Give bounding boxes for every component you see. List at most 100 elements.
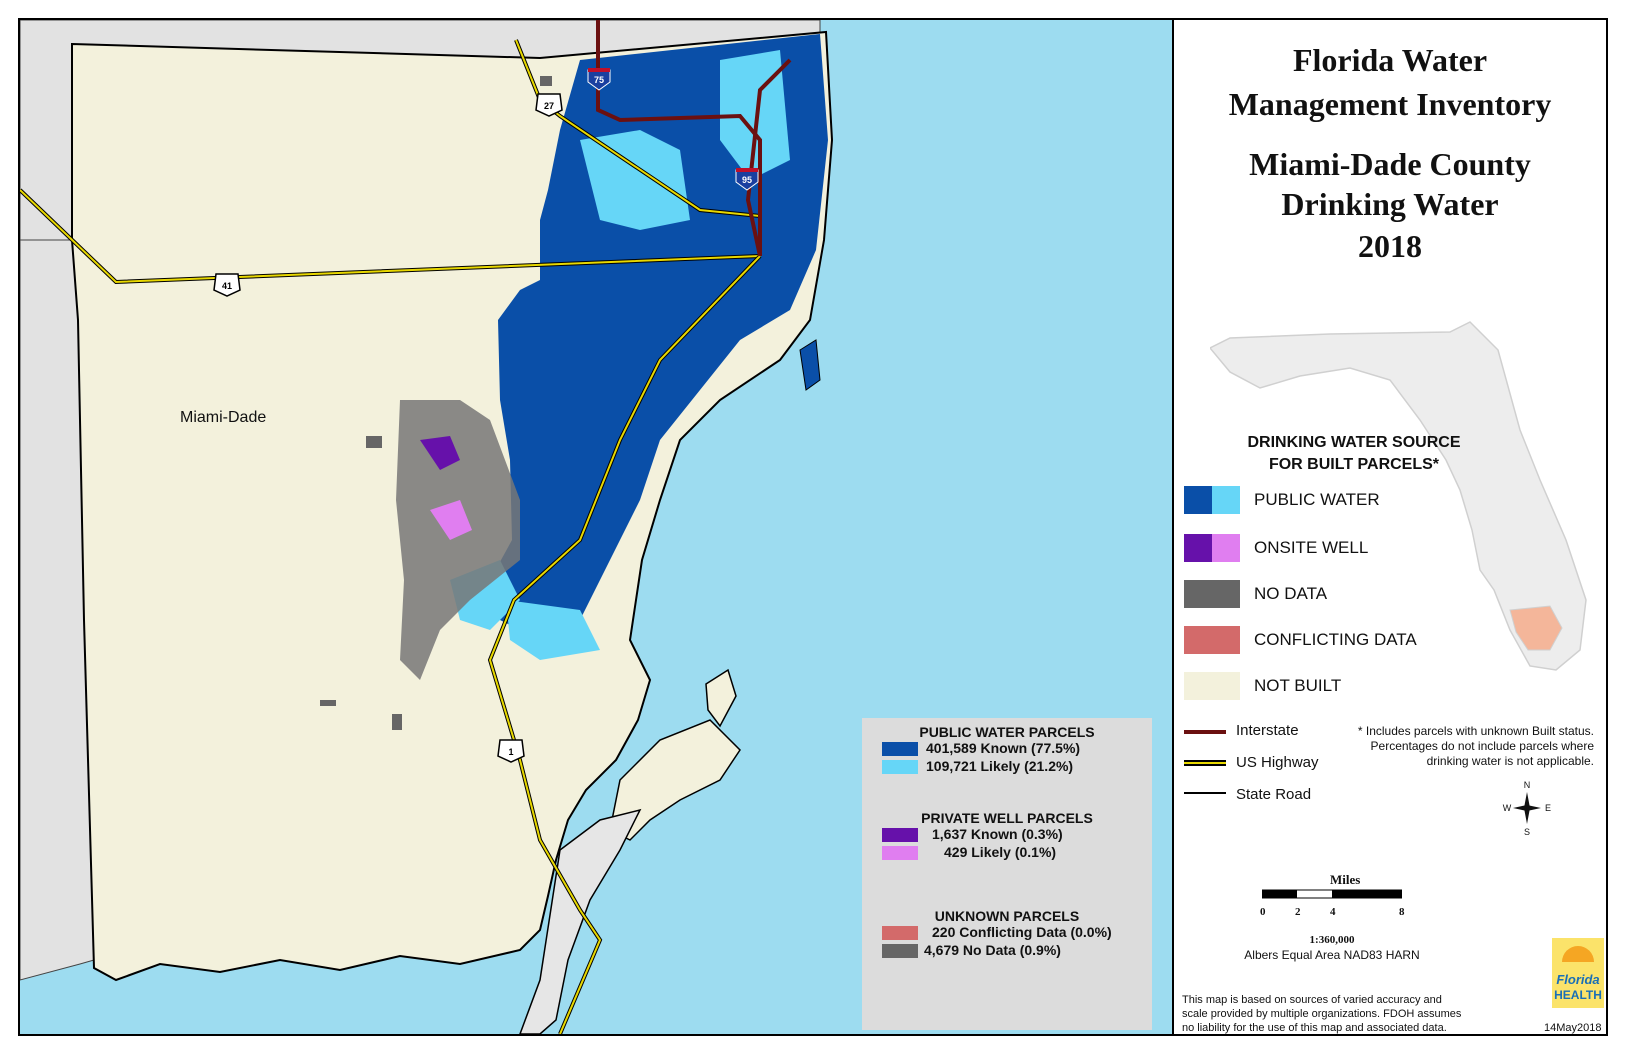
legend-not-built: NOT BUILT <box>1254 676 1342 695</box>
scale-title: Miles <box>1330 872 1361 887</box>
i75-interstate <box>596 20 762 256</box>
no-data-parcel <box>392 714 402 730</box>
us1-shield: 1 <box>497 739 525 763</box>
disclaimer-line-1: This map is based on sources of varied a… <box>1182 994 1442 1006</box>
us41-road <box>20 189 761 284</box>
onsite-well-known-area <box>420 436 460 470</box>
title-line-5: 2018 <box>1358 228 1422 264</box>
island-key-biscayne <box>799 339 821 391</box>
state-road-line-swatch <box>1184 792 1226 794</box>
miami-dade-highlight <box>1509 605 1563 651</box>
scale-tick-4: 4 <box>1330 906 1336 918</box>
county-label: Miami-Dade <box>180 409 266 426</box>
disclaimer-line-3: no liability for the use of this map and… <box>1182 1022 1447 1034</box>
unknown-parcels-heading: UNKNOWN PARCELS <box>934 908 1080 924</box>
legend-panel: Florida Water Management Inventory Miami… <box>1174 20 1606 1034</box>
us41-shield-label: 41 <box>222 281 232 291</box>
no-data-parcel <box>366 436 382 448</box>
map-frame <box>18 18 1608 1036</box>
us1-shield-label: 1 <box>508 747 513 757</box>
interstate-line-swatch <box>1184 730 1226 734</box>
florida-health-logo: Florida HEALTH <box>1552 938 1604 1008</box>
legend-heading-2: FOR BUILT PARCELS* <box>1268 456 1440 473</box>
public-water-likely-area-ne <box>720 50 790 180</box>
onsite-well-likely-area <box>430 500 472 540</box>
florida-state-shape <box>1210 321 1587 671</box>
north-arrow-icon: N S E W <box>1503 780 1551 837</box>
logo-text-2: HEALTH <box>1554 988 1602 1002</box>
map-date: 14May2018 <box>1544 1022 1602 1034</box>
not-built-swatch <box>1184 672 1240 700</box>
i75-shield: 75 <box>587 68 611 91</box>
us1-road <box>488 255 761 1034</box>
compass-w: W <box>1503 803 1512 813</box>
conflicting-count: 220 Conflicting Data (0.0%) <box>932 924 1112 940</box>
no-data-parcel <box>320 700 336 706</box>
onsite-well-likely-swatch <box>1212 534 1240 562</box>
parcel-summary-box: PUBLIC WATER PARCELS 401,589 Known (77.5… <box>862 718 1152 1030</box>
i95-shield-label: 95 <box>742 175 752 185</box>
no-data-area <box>396 400 520 680</box>
legend-state-road: State Road <box>1236 786 1312 803</box>
public-likely-count: 109,721 Likely (21.2%) <box>926 758 1074 774</box>
legend-public-water: PUBLIC WATER <box>1254 490 1380 509</box>
legend-interstate: Interstate <box>1236 722 1299 739</box>
conflicting-swatch <box>882 926 918 940</box>
logo-text-1: Florida <box>1556 972 1600 987</box>
legend-onsite-well: ONSITE WELL <box>1254 538 1369 557</box>
title-line-4: Drinking Water <box>1281 186 1499 222</box>
i95-shield: 95 <box>735 168 759 191</box>
footnote-line-2: Percentages do not include parcels where <box>1370 739 1594 753</box>
scale-ratio: 1:360,000 <box>1309 934 1355 946</box>
island-upper-keys <box>519 808 642 1034</box>
projection-text: Albers Equal Area NAD83 HARN <box>1244 948 1420 962</box>
map-area[interactable]: 75 95 27 41 1 Miami-Dade PUBLIC WATER PA… <box>20 20 1172 1034</box>
florida-locator-map <box>1210 321 1587 671</box>
island-elliott-key <box>705 668 737 728</box>
title-line-1: Florida Water <box>1292 42 1488 78</box>
scale-tick-8: 8 <box>1399 906 1405 918</box>
sun-icon <box>1562 946 1594 962</box>
public-water-likely-area-north <box>580 130 690 230</box>
scale-bar <box>1262 889 1402 899</box>
us27-shield: 27 <box>535 93 563 117</box>
public-water-likely-swatch <box>1212 486 1240 514</box>
scale-tick-2: 2 <box>1295 906 1301 918</box>
compass-s: S <box>1524 827 1530 837</box>
panel-divider <box>1172 20 1174 1034</box>
disclaimer-line-2: scale provided by multiple organizations… <box>1182 1008 1462 1020</box>
well-known-swatch <box>882 828 918 842</box>
well-parcels-heading: PRIVATE WELL PARCELS <box>921 810 1093 826</box>
well-likely-count: 429 Likely (0.1%) <box>944 844 1057 860</box>
conflicting-data-swatch <box>1184 626 1240 654</box>
public-known-swatch <box>882 742 918 756</box>
no-data-parcel <box>540 76 552 86</box>
us41-shield: 41 <box>213 273 241 297</box>
public-parcels-heading: PUBLIC WATER PARCELS <box>919 724 1095 740</box>
well-known-count: 1,637 Known (0.3%) <box>932 826 1063 842</box>
legend-us-highway: US Highway <box>1236 754 1319 771</box>
legend-no-data: NO DATA <box>1254 584 1328 603</box>
compass-n: N <box>1524 780 1531 790</box>
title-line-2: Management Inventory <box>1228 86 1552 122</box>
legend-conflicting-data: CONFLICTING DATA <box>1254 630 1417 649</box>
legend-heading-1: DRINKING WATER SOURCE <box>1247 434 1461 451</box>
i75-shield-label: 75 <box>594 75 604 85</box>
public-water-known-swatch <box>1184 486 1212 514</box>
no-data-swatch <box>1184 580 1240 608</box>
title-line-3: Miami-Dade County <box>1249 146 1531 182</box>
public-known-count: 401,589 Known (77.5%) <box>926 740 1081 756</box>
no-data-swatch <box>882 944 918 958</box>
no-data-count: 4,679 No Data (0.9%) <box>924 942 1061 958</box>
onsite-well-known-swatch <box>1184 534 1212 562</box>
footnote-line-1: * Includes parcels with unknown Built st… <box>1357 724 1594 738</box>
us27-road <box>515 39 761 217</box>
us27-shield-label: 27 <box>544 101 554 111</box>
well-likely-swatch <box>882 846 918 860</box>
scale-tick-0: 0 <box>1260 906 1266 918</box>
i95-interstate <box>745 58 792 257</box>
footnote-line-3: drinking water is not applicable. <box>1426 754 1594 768</box>
public-likely-swatch <box>882 760 918 774</box>
public-water-likely-area-homestead <box>506 600 600 660</box>
us-highway-line-swatch <box>1184 760 1226 766</box>
